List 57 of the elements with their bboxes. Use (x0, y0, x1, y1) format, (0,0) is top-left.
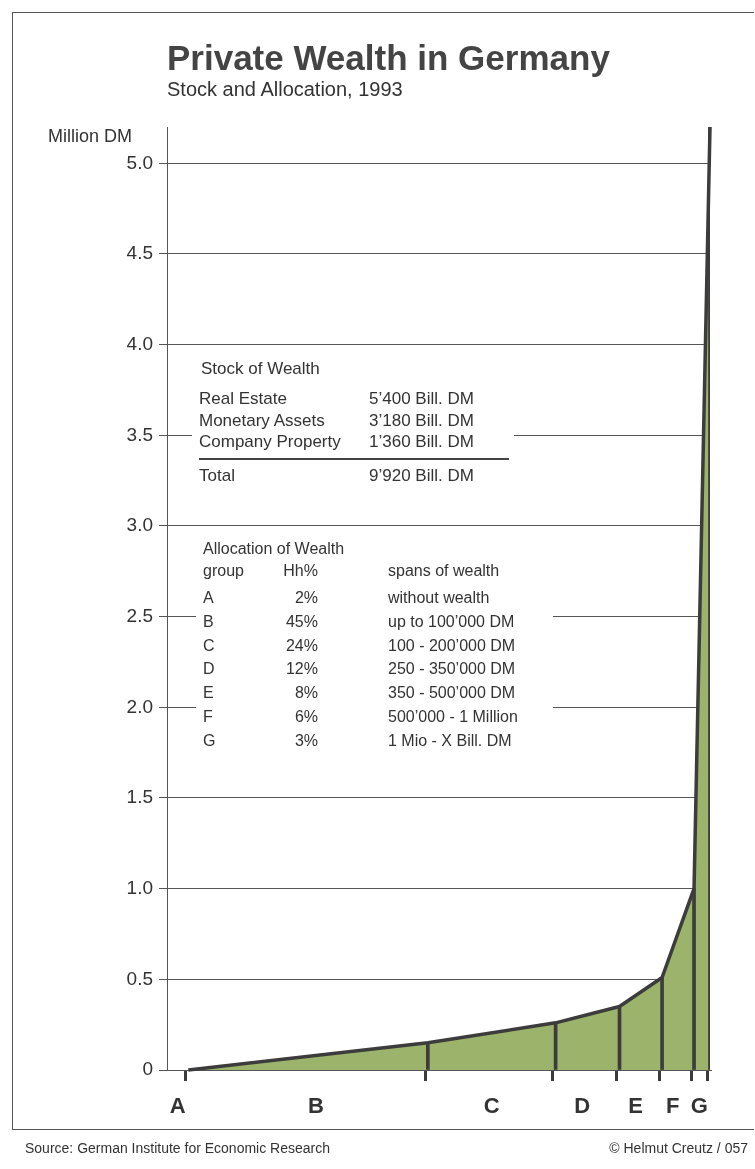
annotation: 8% (294, 684, 318, 702)
annotation: group (203, 562, 244, 579)
annotation: up to 100’000 DM (388, 612, 515, 630)
annotation: 1’360 Bill. DM (369, 431, 474, 451)
annotation: 2% (294, 589, 318, 606)
annotation: Allocation of Wealth (203, 540, 345, 557)
x-tick-label: D (574, 1093, 591, 1119)
annotation: G (203, 731, 216, 749)
annotation: C (203, 636, 215, 654)
x-tick-label: G (690, 1093, 708, 1119)
source-note: Source: German Institute for Economic Research (25, 1140, 331, 1156)
y-tick-label: 4.5 (126, 242, 153, 264)
y-tick-label: 1.0 (126, 876, 153, 898)
y-tick-label: 5.0 (126, 151, 153, 173)
chart-subtitle: Stock and Allocation, 1993 (167, 78, 403, 100)
y-axis-title: Million DM (48, 126, 133, 146)
annotation: 12% (285, 660, 318, 678)
annotation: Monetary Assets (199, 410, 325, 430)
y-tick-label: 1.5 (126, 786, 153, 808)
annotation: 45% (285, 612, 318, 630)
annotation: spans of wealth (388, 562, 500, 579)
annotation: Real Estate (199, 388, 287, 408)
annotation: Hh% (283, 562, 318, 579)
annotation: 250 - 350’000 DM (388, 660, 516, 678)
y-tick-label: 2.5 (126, 604, 153, 626)
annotation: F (203, 708, 213, 725)
x-tick-label: C (483, 1093, 500, 1119)
annotation: 6% (294, 708, 318, 725)
annotation: 5’400 Bill. DM (369, 388, 474, 408)
chart-title: Private Wealth in Germany (167, 38, 610, 77)
annotation: without wealth (388, 589, 490, 606)
annotation: E (203, 684, 214, 702)
y-tick-label: 4.0 (126, 332, 153, 354)
y-tick-label: 3.5 (126, 423, 153, 445)
annotation: 1 Mio - X Bill. DM (388, 731, 512, 749)
x-tick-label: E (628, 1093, 643, 1119)
y-tick-label: 0 (142, 1058, 153, 1080)
annotation: 3’180 Bill. DM (369, 410, 474, 430)
y-tick-label: 2.0 (126, 695, 153, 717)
annotation: 350 - 500’000 DM (388, 684, 516, 702)
annotation: D (203, 660, 215, 678)
annotation: B (203, 612, 214, 630)
x-tick-label: A (169, 1093, 186, 1119)
annotation: 3% (294, 731, 318, 749)
x-tick-label: F (666, 1093, 680, 1119)
annotation: 100 - 200’000 DM (388, 636, 516, 654)
annotation: 500’000 - 1 Million (388, 708, 518, 725)
annotation: Company Property (199, 431, 341, 451)
annotation: Stock of Wealth (201, 358, 320, 378)
annotation: 24% (285, 636, 318, 654)
y-tick-label: 3.0 (126, 514, 153, 536)
annotation: 9’920 Bill. DM (369, 465, 474, 485)
y-tick-label: 0.5 (126, 967, 153, 989)
annotation: A (203, 589, 214, 606)
annotation: Total (199, 465, 235, 485)
text: © Helmut Creutz / 057 (609, 1140, 748, 1156)
x-tick-label: B (308, 1093, 324, 1119)
